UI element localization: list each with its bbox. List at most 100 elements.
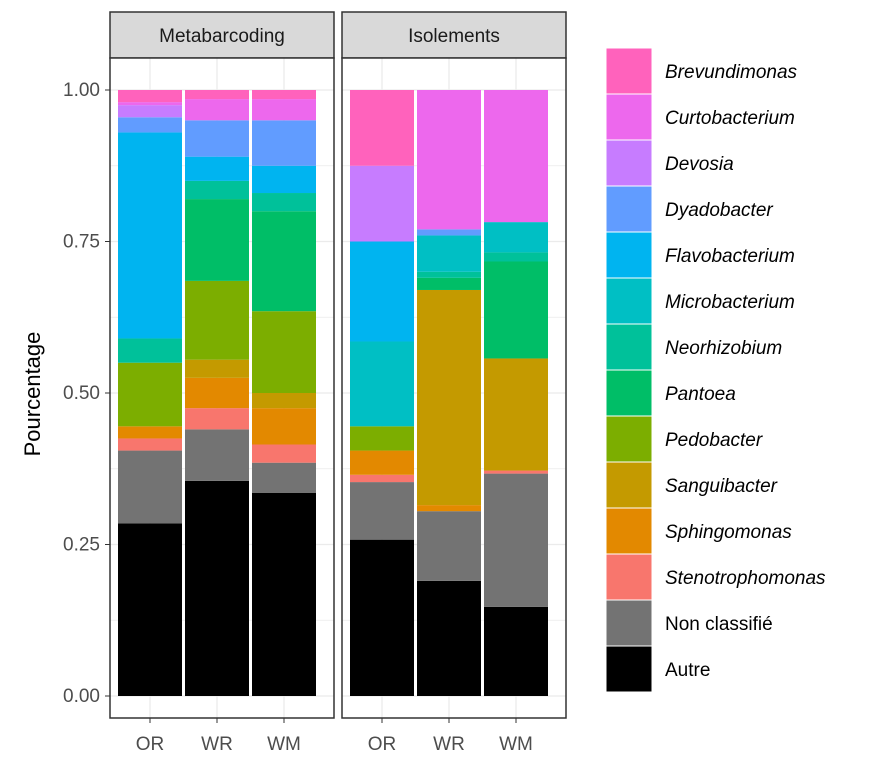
legend-label: Devosia [665,154,734,175]
bar-segment-stenotrophomonas [252,444,316,463]
legend-item-flavobacterium: Flavobacterium [605,231,795,279]
bar-segment-curtobacterium [484,90,548,223]
bar-segment-sphingomonas [417,505,481,512]
bar-segment-pedobacter [185,280,249,360]
legend-item-pantoea: Pantoea [605,369,736,417]
bar-segment-flavobacterium [185,156,249,181]
bar-segment-pedobacter [118,362,182,427]
bar-stack-wm [484,90,548,696]
bar-segment-pedobacter [350,426,414,451]
legend-label: Pedobacter [665,430,763,451]
y-tick-label: 1.00 [63,80,100,101]
bar-segment-dyadobacter [252,120,316,166]
bar-segment-non-classifi- [417,511,481,581]
bar-segment-microbacterium [350,341,414,427]
legend-label: Flavobacterium [665,246,795,267]
legend-item-neorhizobium: Neorhizobium [605,323,782,371]
bar-segment-brevundimonas [118,90,182,103]
facet-panel-metabarcoding: Metabarcoding OR WR WM [109,11,335,755]
bar-segment-pantoea [417,277,481,290]
legend-label: Dyadobacter [665,200,773,221]
bar-stack-wm [252,90,316,696]
facet-strip [109,11,335,59]
bar-segment-flavobacterium [118,132,182,339]
bar-segment-neorhizobium [118,338,182,363]
bar-segment-curtobacterium [252,99,316,121]
bar-stack-wr [185,90,249,696]
bar-segment-sphingomonas [350,450,414,475]
legend: Brevundimonas Curtobacterium Devosia Dyadob… [605,47,826,693]
legend-label: Stenotrophomonas [665,568,826,589]
bar-segment-microbacterium [417,235,481,272]
bar-segment-non-classifi- [185,429,249,481]
x-tick-label: WM [267,734,301,755]
bar-segment-pedobacter [252,311,316,393]
legend-item-microbacterium: Microbacterium [605,277,795,325]
bar-segment-non-classifi- [118,450,182,524]
facet-strip-label: Metabarcoding [159,26,285,47]
legend-label: Sanguibacter [665,476,778,497]
legend-swatch [605,93,653,141]
legend-swatch [605,277,653,325]
bar-segment-stenotrophomonas [484,470,548,474]
legend-swatch [605,461,653,509]
bar-segment-dyadobacter [185,120,249,157]
bar-segment-neorhizobium [417,271,481,278]
bar-segment-sanguibacter [185,359,249,378]
bar-segment-neorhizobium [252,193,316,212]
bar-segment-non-classifi- [350,482,414,540]
x-tick-label: WR [433,734,465,755]
bar-segment-dyadobacter [417,229,481,236]
legend-swatch [605,139,653,187]
legend-swatch [605,553,653,601]
bar-segment-devosia [350,165,414,242]
bar-segment-sanguibacter [252,393,316,409]
legend-item-dyadobacter: Dyadobacter [605,185,773,233]
x-tick-label: WM [499,734,533,755]
legend-item-curtobacterium: Curtobacterium [605,93,795,141]
y-tick-label: 0.25 [63,535,100,556]
bar-stack-or [118,90,182,696]
legend-label: Curtobacterium [665,108,795,129]
bar-segment-non-classifi- [484,473,548,607]
legend-item-stenotrophomonas: Stenotrophomonas [605,553,826,601]
legend-swatch [605,599,653,647]
bar-segment-neorhizobium [484,252,548,262]
legend-item-sanguibacter: Sanguibacter [605,461,778,509]
legend-swatch [605,47,653,95]
bar-segment-sphingomonas [252,408,316,445]
legend-item-devosia: Devosia [605,139,734,187]
bar-segment-curtobacterium [118,102,182,106]
bar-segment-sanguibacter [484,358,548,471]
panel-border [341,57,567,719]
y-tick-label: 0.75 [63,232,100,253]
bar-segment-pantoea [484,261,548,359]
legend-item-sphingomonas: Sphingomonas [605,507,792,555]
legend-item-non-classifi-: Non classifié [605,599,773,647]
bar-segment-autre [252,492,316,696]
bar-segment-microbacterium [484,222,548,253]
bar-segment-stenotrophomonas [185,408,249,430]
legend-swatch [605,185,653,233]
bar-segment-autre [484,606,548,696]
legend-item-brevundimonas: Brevundimonas [605,47,798,95]
legend-label: Autre [665,660,710,681]
bar-segment-autre [118,523,182,696]
y-tick-label: 0.00 [63,686,100,707]
legend-label: Sphingomonas [665,522,792,543]
bar-stack-wr [417,90,481,696]
bar-segment-neorhizobium [185,180,249,200]
legend-swatch [605,415,653,463]
bar-segment-curtobacterium [417,90,481,230]
bar-segment-flavobacterium [252,165,316,194]
bar-segment-brevundimonas [185,90,249,100]
bar-segment-devosia [118,105,182,118]
legend-label: Microbacterium [665,292,795,313]
legend-label: Pantoea [665,384,736,405]
legend-swatch [605,507,653,555]
bar-segment-sanguibacter [417,289,481,506]
y-axis-title: Pourcentage [20,332,45,457]
bar-segment-sphingomonas [118,426,182,439]
x-tick-label: WR [201,734,233,755]
bar-segment-autre [417,580,481,696]
